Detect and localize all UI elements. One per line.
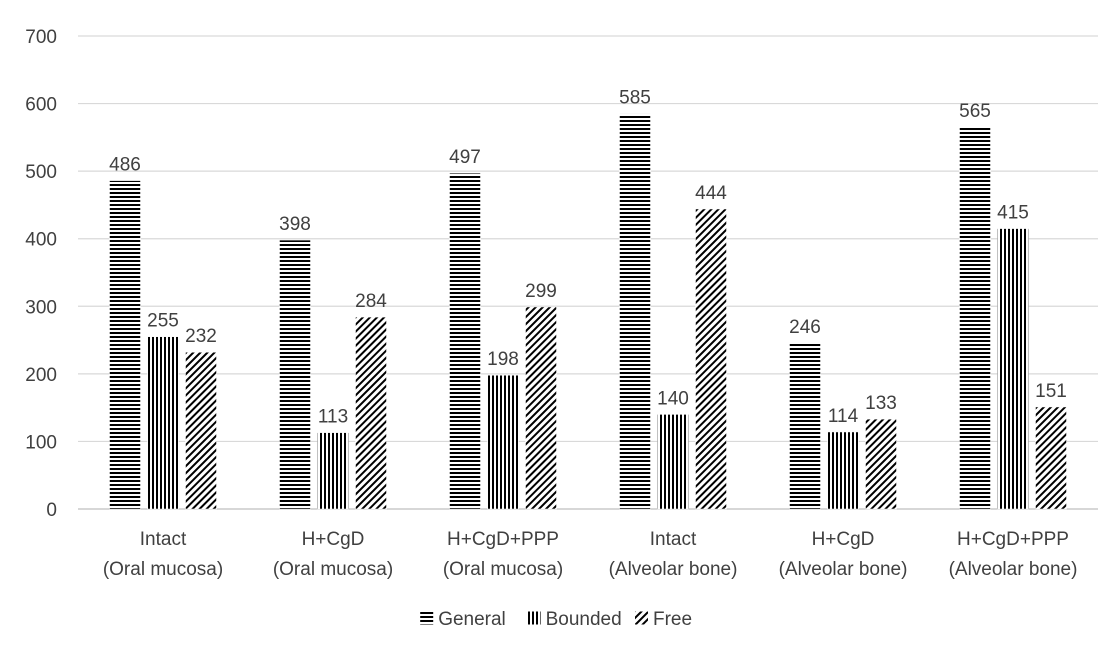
data-label: 255	[147, 311, 179, 332]
category-label: Intact	[140, 529, 187, 550]
data-label: 585	[619, 88, 651, 109]
y-tick-label: 500	[25, 162, 57, 183]
data-label: 232	[185, 326, 217, 347]
category-label: Intact	[650, 529, 697, 550]
category-label: H+CgD	[302, 529, 365, 550]
y-tick-label: 0	[46, 500, 57, 521]
y-tick-label: 400	[25, 230, 57, 251]
bar-free	[185, 351, 217, 510]
data-label: 497	[449, 147, 481, 168]
bar-general	[619, 113, 651, 510]
legend: General Bounded Free	[420, 609, 692, 630]
legend-label-general: General	[438, 609, 506, 630]
bars	[109, 113, 1067, 510]
data-label: 444	[695, 183, 727, 204]
bar-bounded	[997, 228, 1029, 510]
data-label: 246	[789, 317, 821, 338]
data-label: 299	[525, 281, 557, 302]
bar-free	[865, 418, 897, 510]
data-label: 284	[355, 291, 387, 312]
y-axis-tick-labels: 0 100 200 300 400 500 600 700	[25, 27, 57, 521]
category-label: (Oral mucosa)	[273, 559, 393, 580]
bar-general	[449, 172, 481, 510]
legend-swatch-free	[635, 611, 648, 625]
data-label: 140	[657, 388, 689, 409]
bar-bounded	[317, 432, 349, 510]
data-label: 151	[1035, 381, 1067, 402]
data-label: 133	[865, 393, 897, 414]
category-label: (Alveolar bone)	[949, 559, 1078, 580]
bar-general	[959, 126, 991, 510]
bar-free	[1035, 406, 1067, 510]
y-tick-label: 300	[25, 297, 57, 318]
data-label: 198	[487, 349, 519, 370]
category-label: (Oral mucosa)	[443, 559, 563, 580]
category-label: (Alveolar bone)	[779, 559, 908, 580]
y-tick-label: 700	[25, 27, 57, 48]
data-labels: 486 255 232 398 113 284 497 198 299 585 140 444 246 1…	[109, 88, 1067, 428]
data-label: 114	[828, 406, 859, 427]
data-label: 398	[279, 214, 311, 235]
bar-general	[789, 342, 821, 510]
bar-bounded	[827, 431, 859, 510]
legend-swatch-general	[420, 611, 434, 625]
bar-free	[525, 306, 557, 510]
y-tick-label: 600	[25, 95, 57, 116]
bar-general	[109, 180, 141, 510]
category-label: H+CgD	[812, 529, 875, 550]
legend-label-bounded: Bounded	[546, 609, 622, 630]
gridlines	[78, 35, 1098, 510]
bar-general	[279, 239, 311, 510]
data-label: 486	[109, 155, 141, 176]
legend-swatch-bounded	[527, 611, 541, 625]
category-label: (Oral mucosa)	[103, 559, 223, 580]
category-label: H+CgD+PPP	[957, 529, 1069, 550]
legend-label-free: Free	[653, 609, 692, 630]
data-label: 565	[959, 101, 991, 122]
category-label: (Alveolar bone)	[609, 559, 738, 580]
data-label: 113	[318, 407, 348, 428]
data-label: 415	[997, 203, 1029, 224]
bar-bounded	[657, 414, 689, 510]
x-axis-category-labels: Intact (Oral mucosa) H+CgD (Oral mucosa) H+C…	[103, 529, 1078, 580]
category-label: H+CgD+PPP	[447, 529, 559, 550]
y-tick-label: 100	[25, 432, 57, 453]
bar-bounded	[487, 374, 519, 510]
bar-bounded	[147, 336, 179, 510]
y-tick-label: 200	[25, 365, 57, 386]
bar-free	[355, 316, 387, 510]
bar-free	[695, 208, 727, 510]
